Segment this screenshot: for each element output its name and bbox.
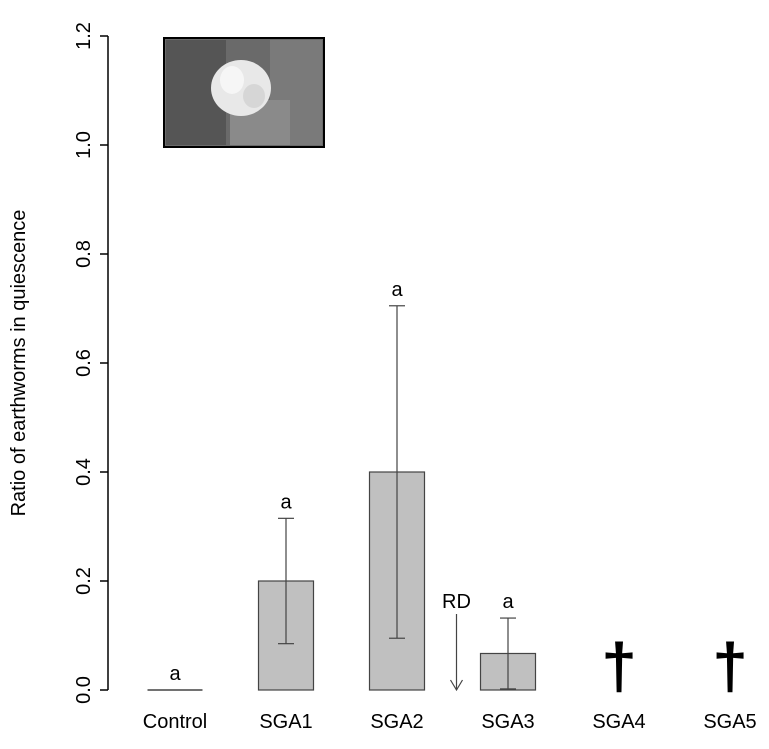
annotation: RD (442, 591, 471, 613)
y-tick-label: 0.6 (73, 349, 95, 377)
y-axis-label: Ratio of earthworms in quiescence (8, 210, 30, 517)
annotation-arrowhead (449, 679, 464, 692)
significance-letter: a (280, 491, 292, 513)
death-marker: † (712, 630, 748, 702)
significance-letter: a (502, 591, 514, 613)
y-tick-label: 0.0 (73, 676, 95, 704)
x-tick-label: SGA2 (370, 711, 423, 733)
error-bar (389, 305, 405, 639)
x-tick-label: Control (143, 711, 207, 733)
error-bar (278, 517, 294, 645)
y-tick-label: 1.2 (73, 22, 95, 50)
error-bar (500, 617, 516, 690)
x-tick-label: SGA5 (703, 711, 756, 733)
death-marker: † (601, 630, 637, 702)
significance-letter: a (169, 663, 181, 685)
x-tick-label: SGA4 (592, 711, 645, 733)
y-tick-label: 0.8 (73, 240, 95, 268)
y-tick-label: 0.2 (73, 567, 95, 595)
y-tick-label: 0.4 (73, 458, 95, 486)
x-tick-label: SGA1 (259, 711, 312, 733)
inset-photo (163, 37, 325, 148)
y-tick-label: 1.0 (73, 131, 95, 159)
x-tick-label: SGA3 (481, 711, 534, 733)
significance-letter: a (391, 279, 403, 301)
